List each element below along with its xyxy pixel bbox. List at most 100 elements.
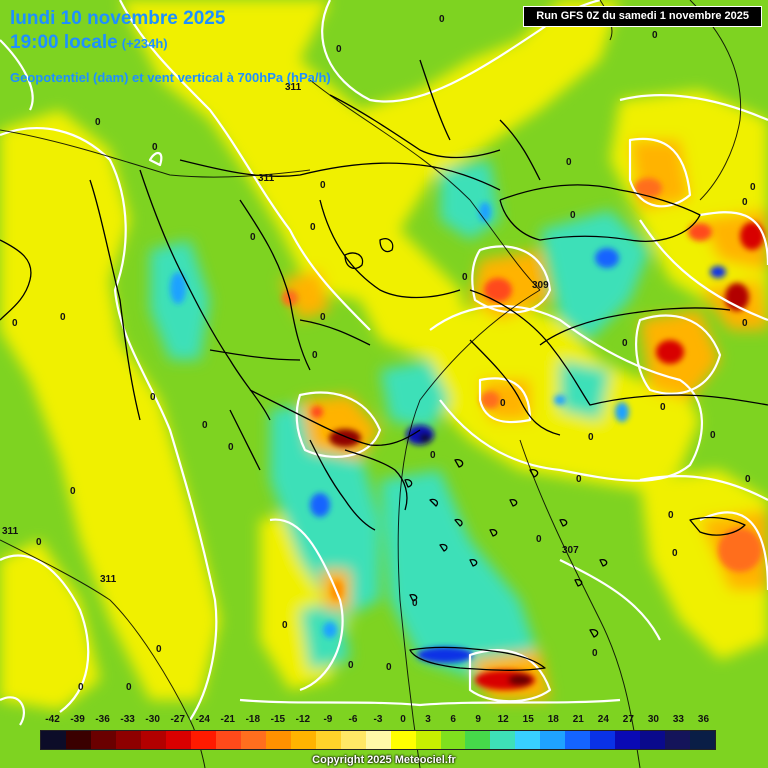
contour-label: 0: [60, 312, 66, 323]
contour-label: 0: [430, 450, 436, 461]
legend-tick-label: -27: [170, 714, 185, 725]
contour-label: 0: [412, 598, 418, 609]
contour-label: 0: [672, 548, 678, 559]
legend-swatch: [90, 731, 116, 749]
contour-label: 0: [500, 398, 506, 409]
contour-label: 0: [742, 197, 748, 208]
legend-swatch: [315, 731, 341, 749]
contour-label: 0: [78, 682, 84, 693]
legend-tick-label: 18: [547, 714, 559, 725]
contour-label: 0: [576, 474, 582, 485]
forecast-date: lundi 10 novembre 2025: [10, 8, 226, 29]
contour-label: 0: [566, 157, 572, 168]
contour-label: 0: [320, 312, 326, 323]
legend-swatch: [365, 731, 391, 749]
legend-tick-label: 12: [497, 714, 509, 725]
contour-label: 0: [742, 318, 748, 329]
contour-label: 0: [126, 682, 132, 693]
contour-label: 0: [750, 182, 756, 193]
contour-label: 311: [2, 526, 19, 537]
contour-label: 0: [152, 142, 158, 153]
legend-tick-label: 6: [450, 714, 456, 725]
contour-label: 0: [439, 14, 445, 25]
legend-tick-label: 3: [425, 714, 431, 725]
run-label: Run GFS 0Z du samedi 1 novembre 2025: [523, 6, 762, 27]
contour-label: 0: [386, 662, 392, 673]
contour-label: 0: [588, 432, 594, 443]
contour-labels: 0 0 0 0 0 0 0 0 0 0 0 0 0 0 0 0 0 0 0 0 …: [2, 14, 756, 693]
legend-swatch: [41, 731, 66, 749]
parameter-title: Geopotentiel (dam) et vent vertical à 70…: [10, 70, 331, 85]
contour-label: 0: [336, 44, 342, 55]
legend-swatch: [440, 731, 466, 749]
contour-label: 0: [282, 620, 288, 631]
legend-swatch: [165, 731, 191, 749]
contour-label: 0: [228, 442, 234, 453]
legend-swatch: [390, 731, 416, 749]
legend-tick-label: -9: [323, 714, 333, 725]
legend-tick-label: 27: [622, 714, 634, 725]
contour-label: 0: [570, 210, 576, 221]
legend-swatch: [515, 731, 541, 749]
contour-label: 0: [312, 350, 318, 361]
legend-tick-label: -39: [70, 714, 85, 725]
legend-tick-label: -12: [295, 714, 311, 725]
contour-label: 311: [258, 173, 275, 184]
legend-tick-label: -30: [145, 714, 160, 725]
coastlines-and-borders: [0, 59, 768, 671]
legend-tick-label: 36: [697, 714, 710, 725]
legend-tick-label: 24: [597, 714, 609, 725]
legend-tick-label: -24: [195, 714, 210, 725]
contour-label: 311: [285, 82, 302, 93]
legend-swatch: [115, 731, 141, 749]
legend-swatch: [215, 731, 241, 749]
legend-swatch: [590, 731, 616, 749]
contour-label: 0: [70, 486, 76, 497]
legend-swatch: [690, 731, 716, 749]
legend-tick-label: 21: [572, 714, 584, 725]
contour-label: 0: [652, 30, 658, 41]
contour-label: 0: [310, 222, 316, 233]
legend-tick-label: 33: [672, 714, 684, 725]
legend-tick-label: 30: [647, 714, 659, 725]
legend-swatch: [465, 731, 491, 749]
contour-label: 0: [95, 117, 101, 128]
color-scale-legend: [40, 730, 716, 750]
legend-swatch: [140, 731, 166, 749]
lead-time: (+234h): [121, 36, 168, 51]
contour-label: 0: [320, 180, 326, 191]
contour-label: 0: [668, 510, 674, 521]
legend-swatch: [565, 731, 591, 749]
contour-label: 0: [745, 474, 751, 485]
contour-label: 0: [660, 402, 666, 413]
legend-tick-label: -36: [95, 714, 110, 725]
contour-label: 0: [348, 660, 354, 671]
contour-label: 0: [36, 537, 42, 548]
legend-tick-label: -6: [348, 714, 358, 725]
legend-swatch: [665, 731, 691, 749]
legend-swatch: [190, 731, 216, 749]
legend-swatch: [615, 731, 641, 749]
legend-swatch: [65, 731, 91, 749]
legend-tick-label: 0: [400, 714, 406, 725]
legend-tick-label: 9: [475, 714, 481, 725]
contour-label: 0: [202, 420, 208, 431]
contour-label: 0: [250, 232, 256, 243]
legend-tick-label: -3: [373, 714, 383, 725]
legend-swatch: [265, 731, 291, 749]
legend-tick-labels: -42 -39 -36 -33 -30 -27 -24 -21 -18 -15 -12 -9 -6 -3 0…: [40, 714, 716, 728]
legend-swatch: [290, 731, 316, 749]
legend-tick-label: 15: [522, 714, 534, 725]
contour-label: 307: [562, 545, 579, 556]
contour-label: 0: [150, 392, 156, 403]
legend-swatch: [340, 731, 366, 749]
contour-label: 0: [710, 430, 716, 441]
legend-swatch: [640, 731, 666, 749]
legend-swatch: [415, 731, 441, 749]
contour-label: 0: [592, 648, 598, 659]
legend-tick-label: -42: [45, 714, 60, 725]
local-time: 19:00 locale: [10, 32, 118, 53]
legend-tick-label: -18: [245, 714, 261, 725]
